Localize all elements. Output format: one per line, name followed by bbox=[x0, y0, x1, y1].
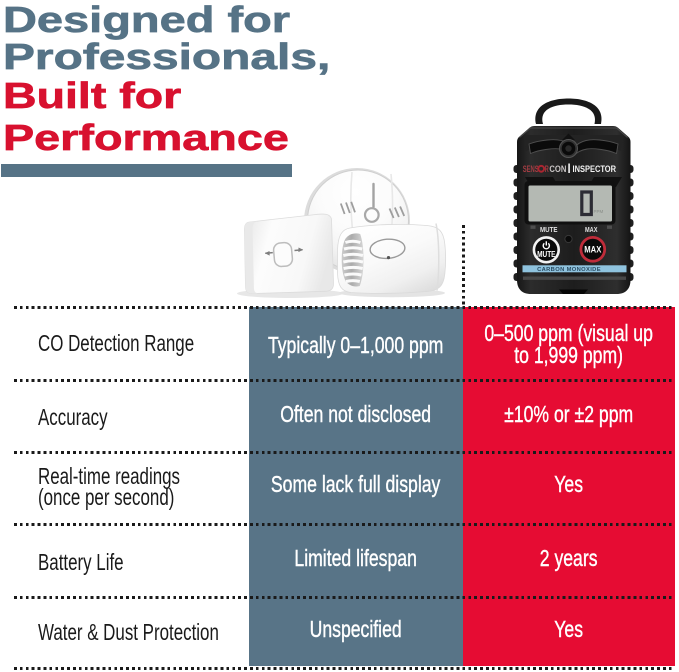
svg-text:R: R bbox=[545, 164, 549, 174]
svg-text:CON: CON bbox=[549, 164, 566, 174]
svg-text:MAX: MAX bbox=[584, 244, 601, 254]
svg-text:MUTE: MUTE bbox=[540, 225, 558, 234]
svg-text:PPM: PPM bbox=[594, 209, 604, 214]
svg-text:INSPECTOR: INSPECTOR bbox=[573, 164, 617, 174]
svg-text:MAX: MAX bbox=[585, 225, 598, 234]
svg-text:SENS: SENS bbox=[523, 164, 539, 174]
svg-text:MUTE: MUTE bbox=[537, 250, 556, 259]
svg-text:CARBON MONOXIDE: CARBON MONOXIDE bbox=[537, 267, 601, 273]
